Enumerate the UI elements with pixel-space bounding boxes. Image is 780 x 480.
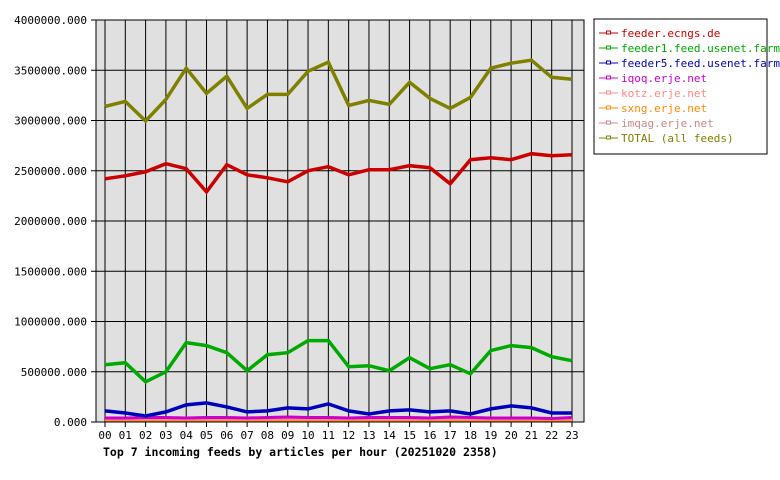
legend-marker-icon [606,105,611,110]
series-line-feeder5-feed-usenet-farm [104,401,572,418]
legend-item: kotz.erje.net [599,87,707,100]
legend-label: feeder.ecngs.de [621,27,720,40]
x-tick-label: 00 [98,429,111,442]
legend-marker-icon [606,30,611,35]
legend-item: feeder1.feed.usenet.farm [599,42,780,55]
x-tick-label: 18 [464,429,477,442]
series-line-feeder1-feed-usenet-farm [104,338,573,384]
x-tick-label: 19 [484,429,497,442]
legend-label: TOTAL (all feeds) [621,132,734,145]
x-tick-label: 02 [139,429,152,442]
legend-label: sxng.erje.net [621,102,707,115]
legend-label: feeder1.feed.usenet.farm [621,42,780,55]
series-lines [104,58,573,422]
y-tick-label: 2500000.000 [14,165,87,178]
x-tick-label: 09 [281,429,294,442]
x-tick-label: 14 [383,429,397,442]
legend-label: imqag.erje.net [621,117,714,130]
x-tick-label: 23 [565,429,578,442]
x-axis-ticks: 00 01 02 03 04 05 06 07 08 09 10 11 12 13 14 15 16 17 18 19… [98,422,579,442]
legend: feeder.ecngs.de feeder1.feed.usenet.farm f… [593,18,780,155]
legend-marker-icon [606,135,611,140]
y-tick-label: 500000.000 [21,366,87,379]
x-tick-label: 04 [180,429,194,442]
x-tick-label: 08 [261,429,274,442]
series-line-feeder-ecngs-de [104,151,573,195]
y-tick-label: 3500000.000 [14,64,87,77]
legend-marker-icon [606,90,611,95]
legend-label: kotz.erje.net [621,87,707,100]
series-line-iqoq-erje-net [105,415,573,421]
x-tick-label: 03 [159,429,172,442]
legend-marker-icon [606,45,611,50]
legend-item: imqag.erje.net [599,117,714,130]
y-tick-label: 4000000.000 [14,14,87,27]
x-tick-label: 06 [220,429,233,442]
x-tick-label: 16 [423,429,436,442]
x-tick-label: 21 [525,429,538,442]
x-tick-label: 05 [200,429,213,442]
legend-item: feeder.ecngs.de [599,27,720,40]
x-tick-label: 15 [403,429,416,442]
y-tick-label: 1500000.000 [14,265,87,278]
x-tick-label: 11 [322,429,335,442]
legend-item: iqoq.erje.net [599,72,707,85]
legend-item: feeder5.feed.usenet.farm [599,57,780,70]
y-tick-label: 2000000.000 [14,215,87,228]
x-tick-label: 22 [545,429,558,442]
x-tick-label: 01 [119,429,132,442]
y-axis-ticks: 0.000 500000.000 1000000.000 1500000.000 200… [14,14,96,429]
x-tick-label: 13 [362,429,375,442]
y-tick-label: 0.000 [54,416,87,429]
chart-title: Top 7 incoming feeds by articles per hou… [103,445,498,459]
y-tick-label: 3000000.000 [14,115,87,128]
legend-label: iqoq.erje.net [621,72,707,85]
plot-border [95,19,585,423]
y-tick-label: 1000000.000 [14,316,87,329]
series-line-total-all-feeds [104,58,573,124]
legend-item: sxng.erje.net [599,102,707,115]
legend-marker-icon [606,75,611,80]
x-tick-label: 10 [301,429,314,442]
legend-box [593,18,768,155]
x-tick-label: 20 [504,429,517,442]
x-tick-label: 17 [444,429,457,442]
legend-marker-icon [606,120,611,125]
legend-marker-icon [606,60,611,65]
legend-item: TOTAL (all feeds) [599,132,734,145]
x-tick-label: 12 [342,429,355,442]
legend-label: feeder5.feed.usenet.farm [621,57,780,70]
x-tick-label: 07 [241,429,254,442]
